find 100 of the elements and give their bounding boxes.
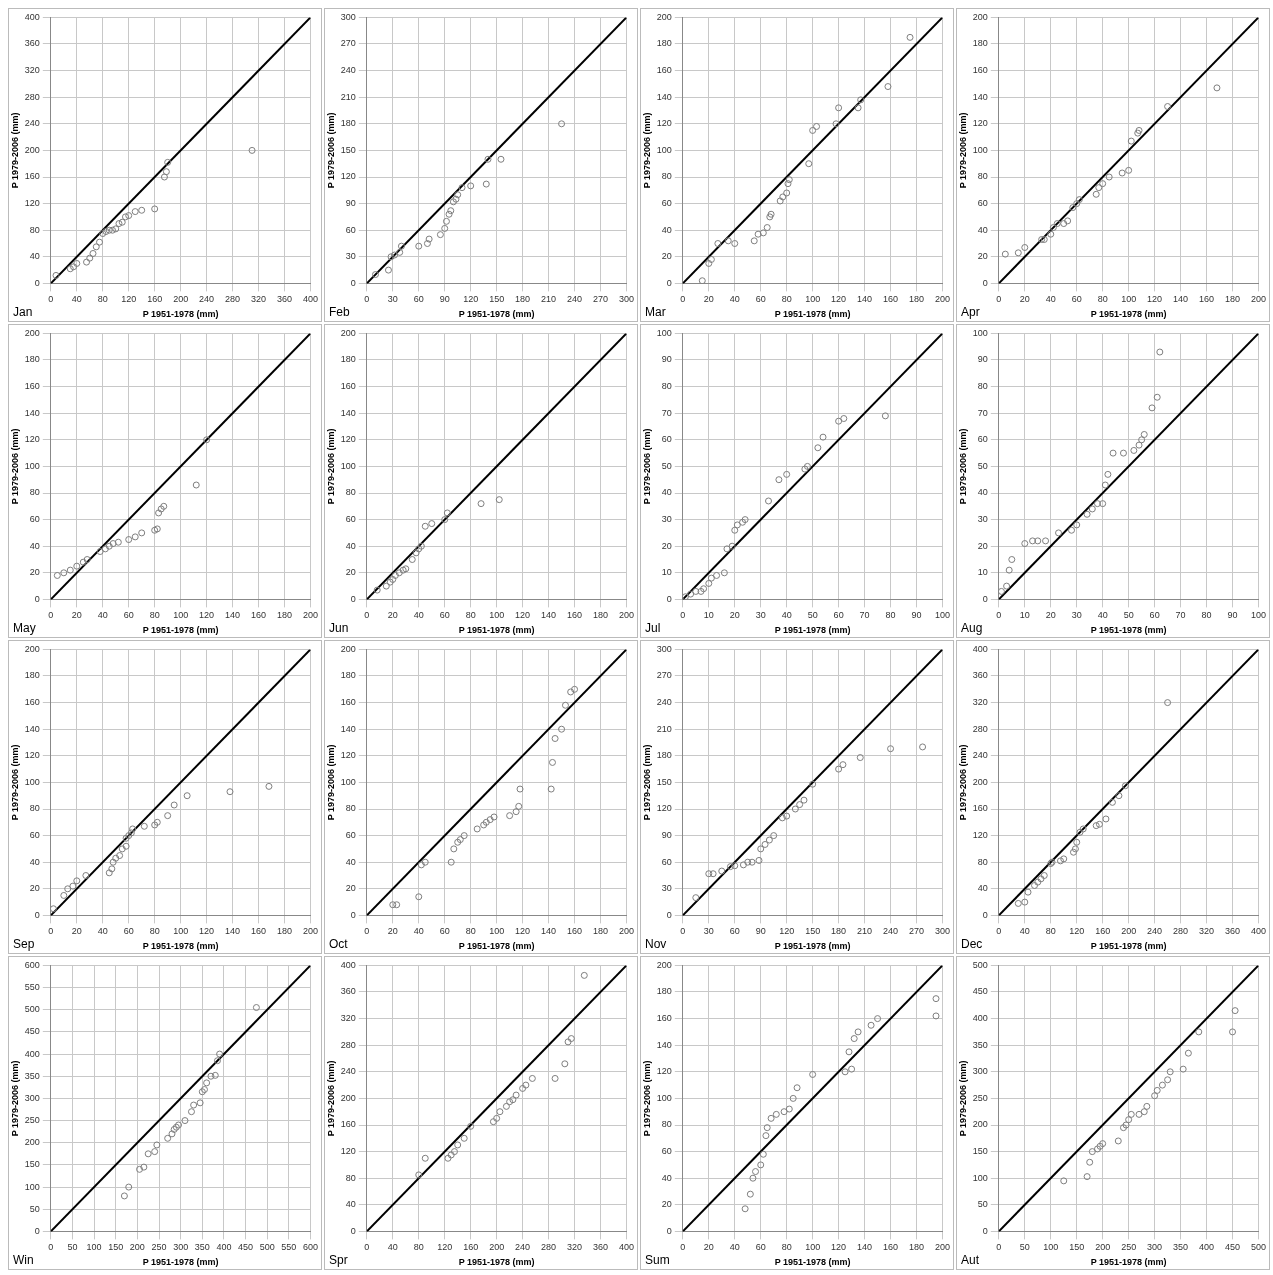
point (1118, 169, 1126, 177)
y-tick-label: 60 (29, 514, 40, 525)
point (867, 1021, 875, 1029)
x-tick-label: 40 (413, 610, 424, 621)
x-axis-title: P 1951-1978 (mm) (774, 625, 851, 636)
y-tick-label: 140 (24, 723, 40, 734)
x-tick-label: 550 (281, 1242, 297, 1253)
y-tick-label: 400 (340, 959, 356, 970)
point (164, 812, 172, 820)
y-tick-label: 160 (972, 803, 988, 814)
point (1001, 250, 1009, 258)
point (162, 168, 170, 176)
y-axis-title: P 1979-2006 (mm) (325, 1060, 336, 1137)
y-tick-label: 80 (661, 1119, 672, 1130)
x-tick-label: 120 (831, 294, 847, 305)
point (767, 1114, 775, 1122)
point (1053, 220, 1061, 228)
point (447, 858, 455, 866)
point (567, 1035, 575, 1043)
y-tick-label: 80 (29, 224, 40, 235)
point (151, 821, 159, 829)
point (447, 207, 455, 215)
x-tick-label: 0 (996, 1242, 1002, 1253)
point (157, 505, 165, 513)
y-tick-label: 200 (972, 776, 988, 787)
point (779, 193, 787, 201)
y-tick-label: 40 (29, 856, 40, 867)
point (408, 556, 416, 563)
y-tick-label: 210 (656, 723, 672, 734)
point (1099, 180, 1107, 188)
x-tick-label: 160 (251, 610, 267, 621)
x-axis-title: P 1951-1978 (mm) (1090, 941, 1167, 952)
point (1021, 540, 1029, 548)
x-tick-label: 200 (302, 926, 319, 937)
y-tick-label: 120 (340, 434, 356, 445)
point (558, 725, 566, 733)
point (1125, 1116, 1133, 1124)
point (775, 476, 783, 484)
point (425, 235, 433, 243)
point (415, 893, 423, 901)
point (402, 565, 410, 573)
x-tick-label: 240 (1147, 926, 1163, 937)
x-tick-label: 0 (996, 926, 1002, 937)
x-axis-title: P 1951-1978 (mm) (1090, 625, 1167, 636)
point (1179, 1065, 1187, 1073)
x-tick-label: 20 (387, 926, 398, 937)
point (428, 520, 436, 528)
x-tick-label: 20 (703, 294, 714, 305)
point (1229, 1028, 1237, 1036)
point (761, 840, 769, 848)
y-tick-label: 200 (340, 643, 356, 654)
point (105, 226, 113, 234)
point (884, 83, 892, 91)
x-tick-label: 80 (885, 610, 896, 621)
point (1156, 348, 1164, 356)
y-tick-label: 30 (977, 514, 988, 525)
point (1056, 857, 1064, 865)
x-tick-label: 30 (387, 294, 398, 305)
point (809, 126, 817, 134)
text: Jul (645, 621, 661, 636)
x-tick-label: 80 (149, 610, 160, 621)
point (793, 1084, 801, 1092)
point (99, 230, 107, 238)
x-tick-label: 90 (755, 926, 766, 937)
point (809, 780, 817, 788)
y-axis-title: P 1979-2006 (mm) (641, 112, 652, 189)
point (421, 1154, 429, 1162)
y-tick-label: 320 (24, 65, 40, 76)
point (460, 1134, 468, 1142)
x-tick-label: 30 (755, 610, 766, 621)
point (785, 1105, 793, 1113)
y-tick-label: 140 (340, 407, 356, 418)
point (754, 230, 762, 238)
x-tick-label: 160 (1199, 294, 1215, 305)
y-tick-label: 180 (24, 354, 40, 365)
point (796, 801, 804, 809)
x-tick-label: 250 (151, 1242, 167, 1253)
point (1088, 1148, 1096, 1156)
point (50, 905, 57, 913)
x-tick-label: 160 (883, 1242, 899, 1253)
text: Jan (13, 305, 33, 320)
x-tick-label: 50 (1123, 610, 1134, 621)
point (800, 796, 808, 804)
point (105, 542, 113, 550)
point (1138, 436, 1146, 444)
point (497, 155, 505, 163)
point (1166, 1068, 1174, 1076)
y-tick-label: 80 (661, 381, 672, 392)
x-axis-title: P 1951-1978 (mm) (458, 309, 535, 320)
y-tick-label: 30 (661, 514, 672, 525)
x-tick-label: 120 (437, 1242, 453, 1253)
point (265, 782, 273, 790)
point (1125, 166, 1133, 174)
x-tick-label: 10 (703, 610, 714, 621)
point (832, 120, 840, 128)
point (1093, 1145, 1101, 1153)
y-tick-label: 20 (661, 540, 672, 551)
y-tick-label: 0 (350, 1225, 356, 1236)
x-axis-title: P 1951-1978 (mm) (458, 1257, 535, 1268)
point (495, 496, 503, 504)
